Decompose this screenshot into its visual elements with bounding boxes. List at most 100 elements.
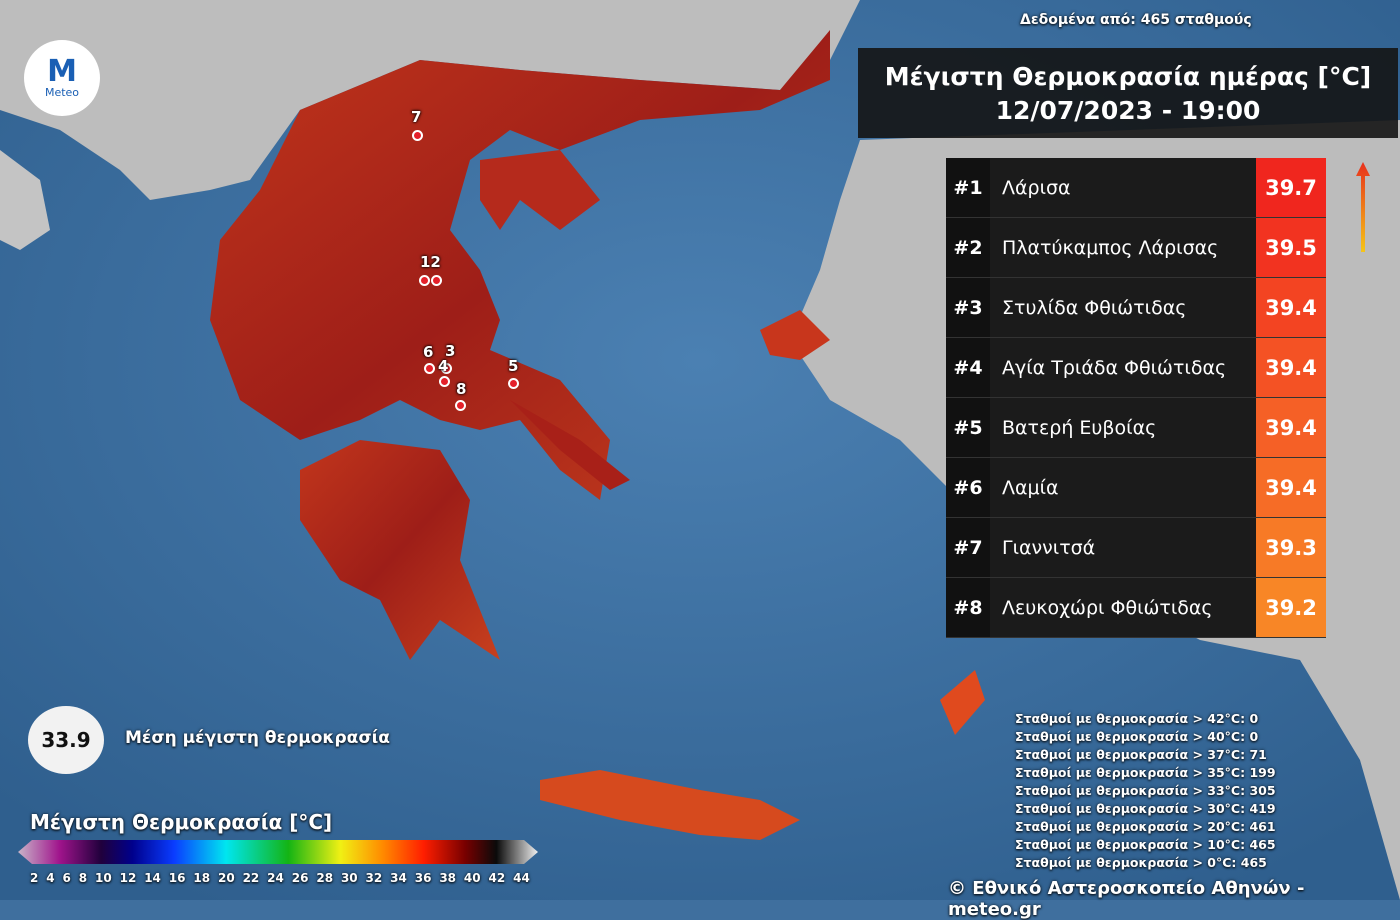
logo-mark: M (47, 53, 77, 89)
title-line1: Μέγιστη Θερμοκρασία ημέρας [°C] (884, 62, 1372, 91)
greece-mainland (210, 30, 830, 500)
legend-tick: 10 (95, 871, 112, 885)
station-name: Βατερή Ευβοίας (990, 398, 1256, 457)
rank-number: #6 (946, 458, 990, 517)
legend-tick: 42 (488, 871, 506, 885)
station-marker (441, 363, 452, 374)
ranking-row: #2 Πλατύκαμπος Λάρισας 39.5 (946, 218, 1326, 278)
rank-number: #7 (946, 518, 990, 577)
marker-label: 6 (423, 343, 434, 361)
marker-label: 8 (456, 380, 467, 398)
ranking-row: #7 Γιαννιτσά 39.3 (946, 518, 1326, 578)
station-marker (508, 378, 519, 389)
station-name: Στυλίδα Φθιώτιδας (990, 278, 1256, 337)
legend-tick: 14 (144, 871, 161, 885)
temperature-value: 39.4 (1256, 398, 1326, 457)
marker-label: 5 (508, 357, 519, 375)
ranking-row: #5 Βατερή Ευβοίας 39.4 (946, 398, 1326, 458)
legend-tick: 44 (513, 871, 530, 885)
station-name: Λάρισα (990, 158, 1256, 217)
logo-text: Meteo (44, 85, 80, 99)
peloponnese (300, 440, 500, 660)
legend-tick: 18 (193, 871, 211, 885)
average-label: Μέση μέγιστη θερμοκρασία (125, 728, 390, 748)
stat-line: Σταθμοί με θερμοκρασία > 0°C: 465 (1015, 855, 1267, 870)
stat-line: Σταθμοί με θερμοκρασία > 10°C: 465 (1015, 837, 1276, 852)
stat-line: Σταθμοί με θερμοκρασία > 42°C: 0 (1015, 711, 1259, 726)
legend-tick: 4 (46, 871, 55, 885)
station-marker (439, 376, 450, 387)
station-marker (455, 400, 466, 411)
stat-line: Σταθμοί με θερμοκρασία > 20°C: 461 (1015, 819, 1276, 834)
average-value: 33.9 (28, 706, 104, 774)
data-source-note: Δεδομένα από: 465 σταθμούς (1020, 12, 1252, 28)
rank-number: #8 (946, 578, 990, 637)
rank-number: #1 (946, 158, 990, 217)
marker-label: 4 (438, 357, 449, 375)
legend-tick: 36 (414, 871, 432, 885)
station-marker (412, 130, 423, 141)
marker-label: 3 (445, 342, 456, 360)
legend-tick: 6 (62, 871, 71, 885)
temperature-value: 39.4 (1256, 458, 1326, 517)
legend-title: Μέγιστη Θερμοκρασία [°C] (30, 810, 333, 834)
copyright: © Εθνικό Αστεροσκοπείο Αθηνών - meteo.gr (948, 878, 1305, 920)
station-marker (419, 275, 430, 286)
legend-tick: 26 (291, 871, 309, 885)
rank-number: #4 (946, 338, 990, 397)
map-title: Μέγιστη Θερμοκρασία ημέρας [°C] 12/07/20… (858, 48, 1398, 138)
temperature-value: 39.5 (1256, 218, 1326, 277)
station-marker (431, 275, 442, 286)
meteo-logo: M Meteo (24, 40, 100, 116)
legend-tick: 12 (119, 871, 137, 885)
ranking-row: #4 Αγία Τριάδα Φθιώτιδας 39.4 (946, 338, 1326, 398)
legend-tick: 24 (267, 871, 284, 885)
stat-line: Σταθμοί με θερμοκρασία > 40°C: 0 (1015, 729, 1259, 744)
ranking-table: #1 Λάρισα 39.7 #2 Πλατύκαμπος Λάρισας 39.… (946, 158, 1326, 638)
station-name: Αγία Τριάδα Φθιώτιδας (990, 338, 1256, 397)
ranking-row: #6 Λαμία 39.4 (946, 458, 1326, 518)
legend-tick: 8 (78, 871, 88, 885)
legend-tick: 40 (463, 871, 481, 885)
arrow-up-icon (1356, 162, 1370, 252)
stat-line: Σταθμοί με θερμοκρασία > 37°C: 71 (1015, 747, 1267, 762)
rank-number: #5 (946, 398, 990, 457)
crete (540, 770, 800, 840)
station-name: Πλατύκαμπος Λάρισας (990, 218, 1256, 277)
stat-line: Σταθμοί με θερμοκρασία > 33°C: 305 (1015, 783, 1276, 798)
chalkidiki (480, 150, 600, 230)
legend-tick: 22 (242, 871, 260, 885)
euboea (510, 400, 630, 490)
legend-colorbar (18, 840, 538, 864)
marker-label: 7 (411, 108, 422, 126)
legend-ticks: 2 4 6 8 10 12 14 16 18 20 22 24 26 28 30 32 34 36 38 40 42 44 (30, 871, 530, 885)
stat-line: Σταθμοί με θερμοκρασία > 35°C: 199 (1015, 765, 1276, 780)
italy-land (0, 150, 50, 250)
temperature-value: 39.3 (1256, 518, 1326, 577)
legend-tick: 16 (168, 871, 186, 885)
station-name: Γιαννιτσά (990, 518, 1256, 577)
temperature-value: 39.7 (1256, 158, 1326, 217)
legend-tick: 34 (390, 871, 407, 885)
legend-tick: 30 (340, 871, 358, 885)
temperature-value: 39.4 (1256, 278, 1326, 337)
temperature-value: 39.4 (1256, 338, 1326, 397)
legend-tick: 20 (217, 871, 235, 885)
lesvos (760, 310, 830, 360)
station-marker (424, 363, 435, 374)
station-name: Λευκοχώρι Φθιώτιδας (990, 578, 1256, 637)
station-stats: Σταθμοί με θερμοκρασία > 42°C: 0 Σταθμοί … (1015, 710, 1276, 872)
legend-tick: 28 (316, 871, 334, 885)
ranking-row: #3 Στυλίδα Φθιώτιδας 39.4 (946, 278, 1326, 338)
balkans-land (0, 0, 860, 200)
marker-label: 12 (420, 253, 441, 271)
title-date: 12/07/2023 - 19:00 (995, 96, 1261, 125)
temperature-value: 39.2 (1256, 578, 1326, 637)
rhodes (940, 670, 985, 735)
stat-line: Σταθμοί με θερμοκρασία > 30°C: 419 (1015, 801, 1276, 816)
rank-number: #3 (946, 278, 990, 337)
legend-tick: 32 (365, 871, 383, 885)
ranking-row: #8 Λευκοχώρι Φθιώτιδας 39.2 (946, 578, 1326, 638)
legend-tick: 38 (439, 871, 457, 885)
rank-number: #2 (946, 218, 990, 277)
